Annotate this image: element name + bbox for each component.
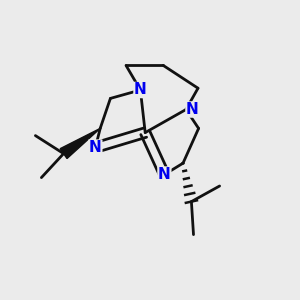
- Text: N: N: [158, 167, 171, 182]
- Polygon shape: [60, 128, 100, 158]
- Text: N: N: [134, 82, 147, 98]
- Text: N: N: [89, 140, 102, 155]
- Text: N: N: [186, 102, 199, 117]
